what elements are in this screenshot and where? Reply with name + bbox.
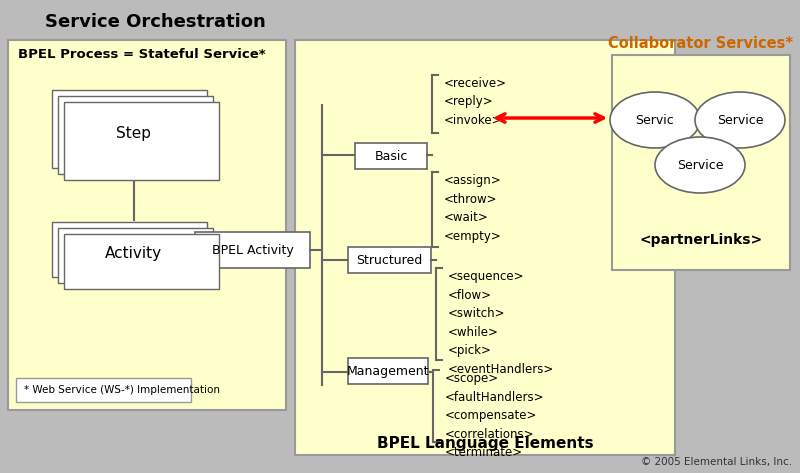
Text: <partnerLinks>: <partnerLinks> [639, 233, 762, 247]
Text: Servic: Servic [636, 114, 674, 126]
Bar [64, 234, 219, 289]
Text: Service Orchestration: Service Orchestration [45, 13, 266, 31]
Text: <sequence>
<flow>
<switch>
<while>
<pick>
<eventHandlers>: <sequence> <flow> <switch> <while> <pick… [448, 270, 554, 376]
Bar [295, 40, 675, 455]
Bar [355, 143, 427, 169]
Text: Activity: Activity [105, 246, 162, 261]
Text: Service: Service [717, 114, 763, 126]
Bar [348, 358, 428, 384]
Ellipse shape [695, 92, 785, 148]
Bar [195, 232, 310, 268]
Bar [16, 378, 191, 402]
Text: BPEL Language Elements: BPEL Language Elements [377, 436, 594, 450]
Text: Service: Service [677, 158, 723, 172]
Bar [58, 96, 213, 174]
Bar [8, 40, 286, 410]
Text: Basic: Basic [374, 149, 408, 163]
Bar [52, 90, 207, 168]
Text: * Web Service (WS-*) Implementation: * Web Service (WS-*) Implementation [24, 385, 220, 395]
Ellipse shape [610, 92, 700, 148]
Text: <assign>
<throw>
<wait>
<empty>: <assign> <throw> <wait> <empty> [444, 174, 502, 243]
Bar [64, 102, 219, 180]
Bar [612, 55, 790, 270]
Text: Management: Management [346, 365, 430, 377]
Text: <receive>
<reply>
<invoke>: <receive> <reply> <invoke> [444, 77, 507, 127]
Text: Structured: Structured [356, 254, 422, 266]
Text: Step: Step [116, 125, 151, 140]
Text: BPEL Activity: BPEL Activity [212, 244, 294, 256]
Bar [58, 228, 213, 283]
Text: <scope>
<faultHandlers>
<compensate>
<correlations>
<terminate>: <scope> <faultHandlers> <compensate> <co… [445, 372, 545, 459]
Bar [348, 247, 431, 273]
Text: © 2005 Elemental Links, Inc.: © 2005 Elemental Links, Inc. [641, 457, 792, 467]
Ellipse shape [655, 137, 745, 193]
Bar [52, 222, 207, 277]
Text: Collaborator Services*: Collaborator Services* [609, 35, 794, 51]
Text: BPEL Process = Stateful Service*: BPEL Process = Stateful Service* [18, 47, 266, 61]
